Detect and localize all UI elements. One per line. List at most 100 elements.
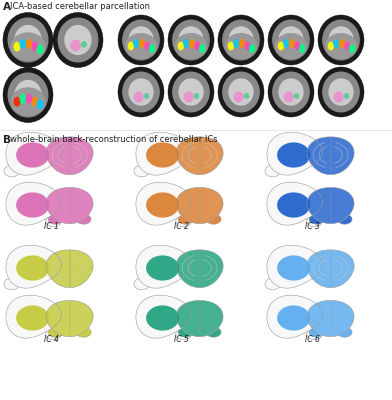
- Polygon shape: [46, 250, 93, 288]
- Polygon shape: [267, 182, 323, 225]
- Ellipse shape: [176, 328, 191, 340]
- Ellipse shape: [339, 39, 345, 48]
- Ellipse shape: [283, 39, 290, 48]
- Polygon shape: [46, 137, 93, 175]
- Ellipse shape: [265, 278, 280, 290]
- Ellipse shape: [133, 39, 140, 48]
- Polygon shape: [46, 137, 93, 175]
- Ellipse shape: [322, 72, 360, 112]
- Polygon shape: [16, 256, 49, 280]
- Text: IC 5: IC 5: [174, 335, 189, 344]
- Ellipse shape: [318, 15, 364, 65]
- Ellipse shape: [272, 72, 310, 112]
- Ellipse shape: [36, 100, 44, 109]
- Ellipse shape: [328, 78, 354, 106]
- Ellipse shape: [13, 97, 20, 106]
- Polygon shape: [176, 137, 223, 175]
- Ellipse shape: [128, 78, 154, 106]
- Ellipse shape: [175, 33, 207, 59]
- Polygon shape: [6, 245, 62, 288]
- Ellipse shape: [48, 214, 63, 224]
- Ellipse shape: [228, 42, 234, 50]
- Ellipse shape: [206, 327, 221, 337]
- Polygon shape: [146, 306, 179, 330]
- Polygon shape: [267, 295, 323, 338]
- Ellipse shape: [178, 78, 204, 106]
- Polygon shape: [307, 300, 354, 337]
- Ellipse shape: [134, 278, 149, 290]
- Polygon shape: [136, 295, 191, 338]
- Polygon shape: [136, 245, 191, 288]
- Polygon shape: [146, 142, 179, 168]
- Polygon shape: [146, 192, 179, 218]
- Ellipse shape: [272, 20, 310, 60]
- Ellipse shape: [307, 328, 322, 340]
- Polygon shape: [176, 250, 223, 288]
- Polygon shape: [267, 132, 323, 175]
- Ellipse shape: [328, 42, 334, 50]
- Ellipse shape: [325, 33, 357, 59]
- Polygon shape: [16, 192, 49, 218]
- Ellipse shape: [53, 12, 103, 68]
- Ellipse shape: [58, 18, 98, 62]
- Ellipse shape: [275, 33, 307, 59]
- Ellipse shape: [218, 15, 264, 65]
- Ellipse shape: [199, 44, 205, 53]
- Polygon shape: [307, 188, 354, 224]
- Ellipse shape: [268, 67, 314, 117]
- Ellipse shape: [239, 39, 245, 48]
- Ellipse shape: [278, 26, 304, 54]
- Ellipse shape: [294, 93, 299, 99]
- Ellipse shape: [4, 278, 19, 290]
- Text: IC 2: IC 2: [174, 222, 189, 231]
- Ellipse shape: [3, 68, 53, 122]
- Ellipse shape: [128, 26, 154, 54]
- Ellipse shape: [225, 33, 257, 59]
- Ellipse shape: [46, 215, 61, 227]
- Polygon shape: [176, 188, 223, 224]
- Polygon shape: [46, 300, 93, 337]
- Ellipse shape: [149, 44, 155, 53]
- Ellipse shape: [229, 78, 254, 106]
- Ellipse shape: [25, 39, 33, 49]
- Ellipse shape: [7, 72, 49, 118]
- Ellipse shape: [46, 328, 61, 340]
- Ellipse shape: [48, 327, 63, 337]
- Ellipse shape: [64, 25, 92, 55]
- Polygon shape: [307, 137, 354, 175]
- Ellipse shape: [337, 214, 352, 224]
- Text: A: A: [3, 2, 11, 12]
- Text: B: B: [3, 135, 11, 145]
- Ellipse shape: [172, 20, 210, 60]
- Text: IC 1: IC 1: [44, 222, 58, 231]
- Ellipse shape: [11, 87, 45, 116]
- Ellipse shape: [134, 165, 149, 177]
- Text: ICA-based cerebellar parcellation: ICA-based cerebellar parcellation: [10, 2, 150, 11]
- Ellipse shape: [31, 97, 38, 106]
- Polygon shape: [16, 142, 49, 168]
- Text: IC 6: IC 6: [305, 335, 319, 344]
- Ellipse shape: [344, 42, 351, 50]
- Ellipse shape: [118, 67, 164, 117]
- Ellipse shape: [328, 26, 354, 54]
- Ellipse shape: [176, 215, 191, 227]
- Ellipse shape: [189, 39, 195, 48]
- Ellipse shape: [349, 44, 355, 53]
- Ellipse shape: [183, 92, 194, 102]
- Ellipse shape: [233, 39, 240, 48]
- Polygon shape: [176, 188, 223, 224]
- Text: IC 4: IC 4: [44, 335, 58, 344]
- Ellipse shape: [344, 93, 349, 99]
- Polygon shape: [46, 188, 93, 224]
- Ellipse shape: [183, 39, 190, 48]
- Ellipse shape: [194, 93, 199, 99]
- Polygon shape: [176, 300, 223, 337]
- Ellipse shape: [294, 42, 301, 50]
- Ellipse shape: [278, 78, 304, 106]
- Polygon shape: [6, 182, 62, 225]
- Ellipse shape: [218, 67, 264, 117]
- Ellipse shape: [14, 80, 42, 110]
- Ellipse shape: [268, 15, 314, 65]
- Ellipse shape: [322, 20, 360, 60]
- Polygon shape: [277, 192, 310, 218]
